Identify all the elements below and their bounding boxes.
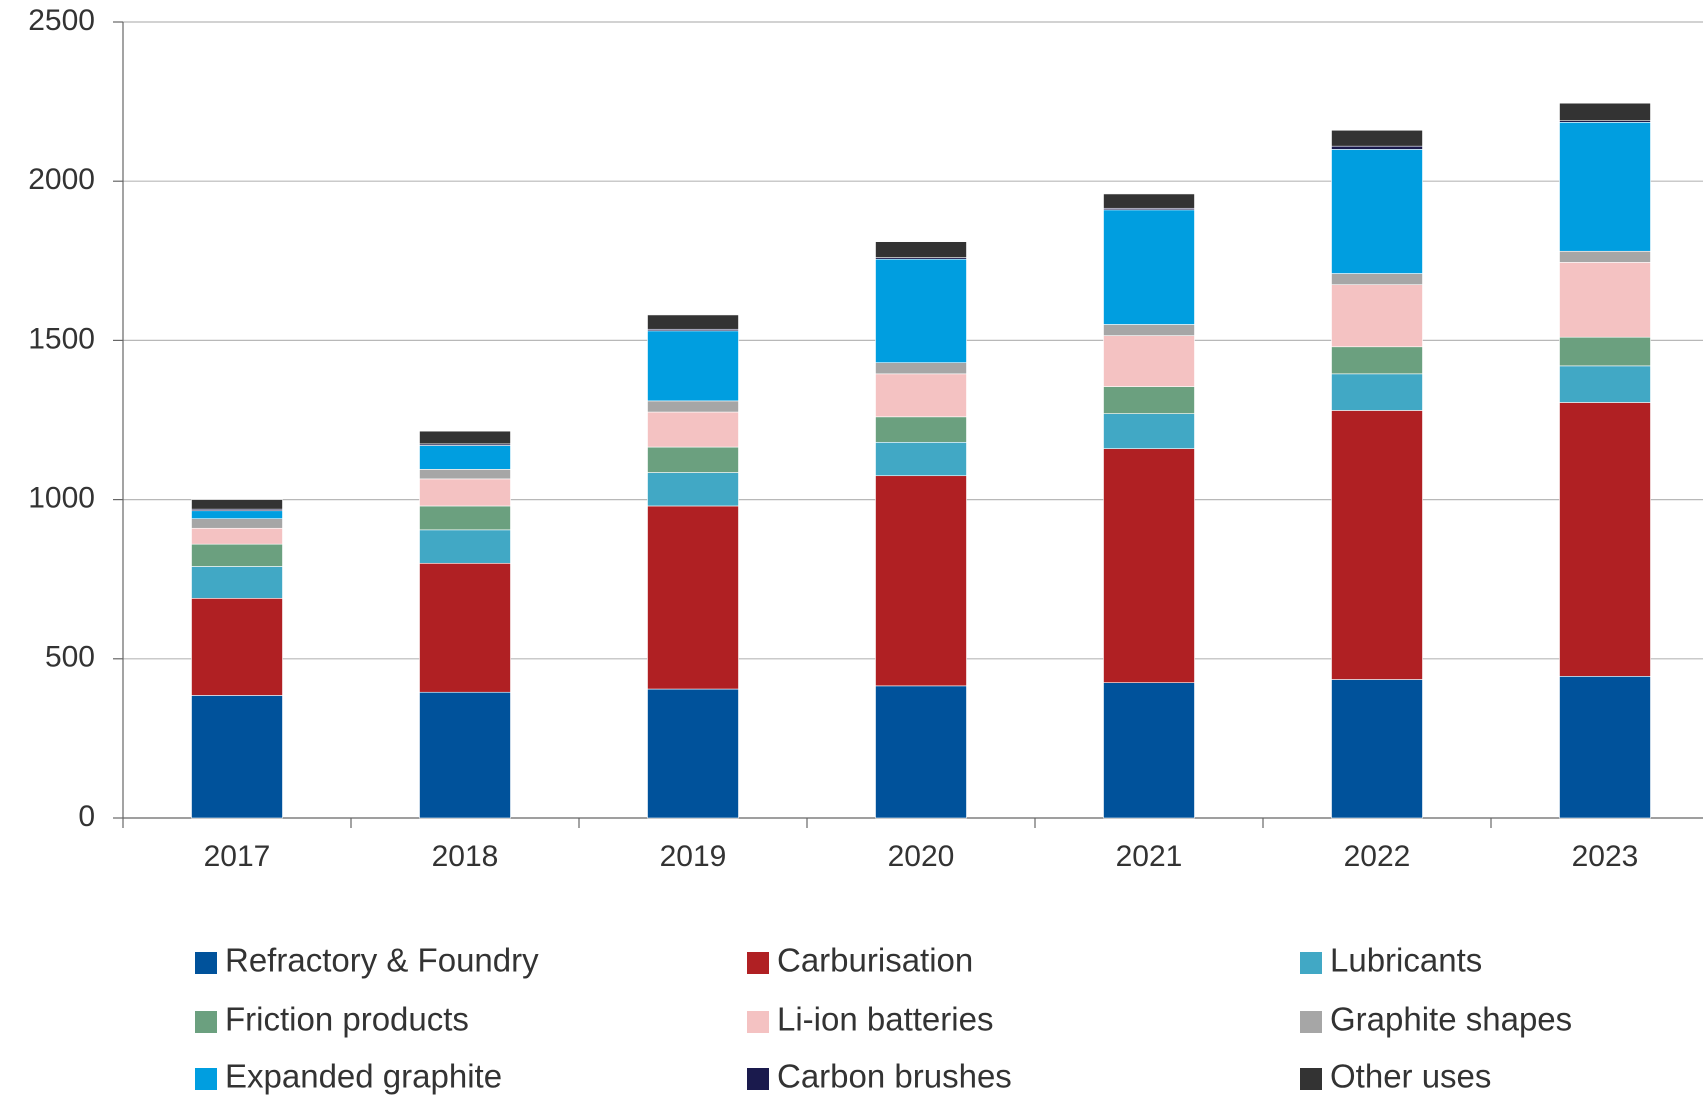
legend-label: Li-ion batteries xyxy=(777,1001,993,1038)
bar-segment xyxy=(1103,413,1195,449)
bar-segment xyxy=(647,472,739,507)
legend-label: Carburisation xyxy=(777,942,973,979)
bar-segment xyxy=(1103,448,1195,683)
bar-segment xyxy=(875,241,967,258)
bar-segment xyxy=(191,510,283,520)
bar-segment xyxy=(1103,386,1195,414)
bar-segment xyxy=(875,362,967,375)
legend-swatch xyxy=(1300,1011,1322,1033)
legend-swatch xyxy=(1300,1068,1322,1090)
bar-segment xyxy=(419,562,511,693)
legend-swatch xyxy=(195,1011,217,1033)
bar-segment xyxy=(1559,102,1651,122)
y-tick-label: 500 xyxy=(45,641,95,674)
legend-swatch xyxy=(195,1068,217,1090)
bar-segment xyxy=(1103,209,1195,325)
bar-segment xyxy=(419,691,511,819)
y-tick-label: 1500 xyxy=(28,322,95,355)
bar-segment xyxy=(875,416,967,443)
bar-segment xyxy=(647,400,739,413)
bar-segment xyxy=(1331,346,1423,375)
x-tick-label: 2019 xyxy=(660,840,727,873)
bar-segment xyxy=(1331,373,1423,411)
bar-segment xyxy=(647,411,739,448)
bar-segment xyxy=(1559,250,1651,263)
bar-segment xyxy=(875,373,967,418)
bar-segment xyxy=(419,430,511,445)
bar-segment xyxy=(1331,273,1423,285)
legend-label: Expanded graphite xyxy=(225,1058,502,1095)
bar-segment xyxy=(191,598,283,696)
y-tick-label: 0 xyxy=(78,800,95,833)
legend-swatch xyxy=(747,1011,769,1033)
bar-segment xyxy=(1331,145,1423,150)
legend-swatch xyxy=(195,952,217,974)
legend-swatch xyxy=(747,952,769,974)
x-tick-label: 2022 xyxy=(1344,840,1411,873)
bar-segment xyxy=(875,258,967,363)
x-tick-label: 2020 xyxy=(888,840,955,873)
x-tick-label: 2021 xyxy=(1116,840,1183,873)
bar-segment xyxy=(647,314,739,330)
bar-segment xyxy=(1103,324,1195,336)
bar-segment xyxy=(647,505,739,690)
x-tick-label: 2023 xyxy=(1572,840,1639,873)
bar-segment xyxy=(419,469,511,480)
bar-segment xyxy=(191,695,283,819)
bar-segment xyxy=(1331,410,1423,680)
bar-segment xyxy=(1331,149,1423,274)
legend-label: Refractory & Foundry xyxy=(225,942,539,979)
legend-label: Friction products xyxy=(225,1001,469,1038)
bar-segment xyxy=(1559,262,1651,338)
legend-swatch xyxy=(1300,952,1322,974)
bar-segment xyxy=(419,505,511,531)
bar-segment xyxy=(1103,335,1195,387)
legend-swatch xyxy=(747,1068,769,1090)
bar-segment xyxy=(647,446,739,473)
bar-segment xyxy=(1559,676,1651,819)
bar-segment xyxy=(875,685,967,819)
legend-label: Graphite shapes xyxy=(1330,1001,1572,1038)
bar-segment xyxy=(1559,365,1651,403)
y-tick-label: 1000 xyxy=(28,482,95,515)
bar-segment xyxy=(647,688,739,819)
bar-segment xyxy=(191,518,283,529)
bar-segment xyxy=(1559,336,1651,367)
bar-segment xyxy=(1559,121,1651,252)
bar-segment xyxy=(875,441,967,477)
x-tick-label: 2018 xyxy=(432,840,499,873)
bar-segment xyxy=(1103,193,1195,209)
bar-segment xyxy=(419,478,511,507)
bar-segment xyxy=(875,475,967,687)
bar-segment xyxy=(419,529,511,564)
legend-label: Other uses xyxy=(1330,1058,1491,1095)
y-tick-label: 2500 xyxy=(28,4,95,37)
legend-label: Lubricants xyxy=(1330,942,1482,979)
legend-label: Carbon brushes xyxy=(777,1058,1012,1095)
bar-segment xyxy=(1103,682,1195,819)
bar-segment xyxy=(191,566,283,599)
bar-segment xyxy=(191,543,283,567)
x-tick-label: 2017 xyxy=(204,840,271,873)
bar-segment xyxy=(1331,129,1423,147)
bar-segment xyxy=(191,527,283,545)
bar-segment xyxy=(419,445,511,470)
bar-segment xyxy=(1331,679,1423,819)
y-tick-label: 2000 xyxy=(28,163,95,196)
bar-segment xyxy=(647,330,739,402)
bar-segment xyxy=(191,499,283,510)
bar-segment xyxy=(1331,284,1423,348)
bar-segment xyxy=(1559,402,1651,677)
